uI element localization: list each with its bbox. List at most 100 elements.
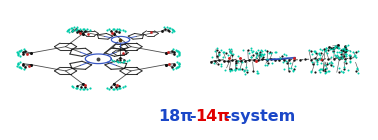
Point (257, 53, 263, 55)
Point (15, 63, 21, 65)
Point (163, 63, 169, 66)
Point (250, 50, 256, 52)
Point (262, 64, 268, 66)
Point (24, 53, 30, 55)
Point (212, 50, 218, 53)
Point (111, 83, 117, 85)
Point (284, 62, 290, 64)
Point (121, 59, 127, 61)
Point (318, 71, 324, 73)
Point (342, 45, 348, 48)
Point (69, 30, 75, 32)
Point (292, 65, 298, 67)
Point (70, 29, 76, 31)
Point (280, 61, 286, 63)
Point (248, 48, 254, 51)
Point (104, 29, 110, 31)
Point (169, 50, 175, 52)
Point (281, 59, 287, 61)
Point (336, 71, 342, 73)
Point (121, 60, 127, 63)
Point (169, 31, 175, 33)
Point (273, 51, 279, 53)
Point (227, 70, 233, 72)
Point (323, 71, 329, 73)
Point (257, 54, 263, 56)
Point (277, 57, 283, 59)
Point (343, 62, 349, 64)
Point (82, 84, 88, 86)
Point (222, 51, 228, 53)
Point (322, 50, 328, 52)
Point (73, 27, 79, 30)
Point (233, 62, 239, 64)
Point (118, 61, 124, 63)
Point (334, 50, 340, 53)
Point (331, 47, 337, 49)
Point (122, 85, 128, 88)
Point (164, 26, 170, 28)
Point (227, 50, 233, 52)
Point (312, 56, 318, 59)
Point (263, 59, 270, 61)
Point (316, 58, 322, 60)
Point (347, 57, 353, 60)
Point (328, 46, 334, 49)
Point (73, 29, 79, 31)
Point (324, 63, 330, 65)
Point (74, 31, 80, 33)
Point (268, 52, 274, 54)
Point (258, 53, 264, 55)
Point (218, 63, 224, 65)
Point (264, 57, 270, 60)
Point (330, 50, 336, 52)
Point (344, 44, 350, 47)
Point (108, 86, 114, 88)
Point (117, 87, 123, 89)
Point (14, 65, 20, 67)
Point (279, 55, 285, 58)
Point (21, 48, 27, 50)
Point (323, 49, 329, 52)
Point (212, 60, 218, 62)
Point (325, 46, 332, 48)
Point (342, 51, 348, 53)
Point (124, 60, 130, 62)
Point (108, 31, 115, 34)
Point (328, 63, 334, 66)
Point (326, 62, 332, 64)
Point (216, 59, 222, 61)
Point (343, 50, 349, 52)
Point (341, 54, 347, 57)
Point (255, 49, 261, 51)
Point (16, 50, 22, 52)
Point (216, 54, 222, 56)
Point (262, 49, 268, 51)
Point (171, 51, 177, 53)
Point (253, 56, 259, 58)
Point (329, 48, 335, 50)
Point (352, 54, 358, 56)
Point (232, 69, 238, 71)
Point (227, 50, 233, 52)
Point (330, 65, 336, 67)
Point (225, 54, 231, 56)
Point (28, 63, 34, 66)
Point (170, 29, 176, 31)
Point (321, 48, 327, 50)
Point (22, 50, 28, 52)
Point (173, 48, 179, 51)
Point (170, 29, 176, 31)
Point (246, 59, 253, 61)
Point (302, 58, 308, 61)
Point (227, 69, 233, 71)
Point (235, 60, 241, 62)
Point (170, 30, 177, 32)
Point (322, 68, 328, 71)
Point (329, 62, 335, 65)
Point (333, 45, 339, 47)
Point (166, 30, 172, 32)
Point (114, 83, 120, 86)
Point (340, 49, 346, 51)
Point (16, 66, 22, 68)
